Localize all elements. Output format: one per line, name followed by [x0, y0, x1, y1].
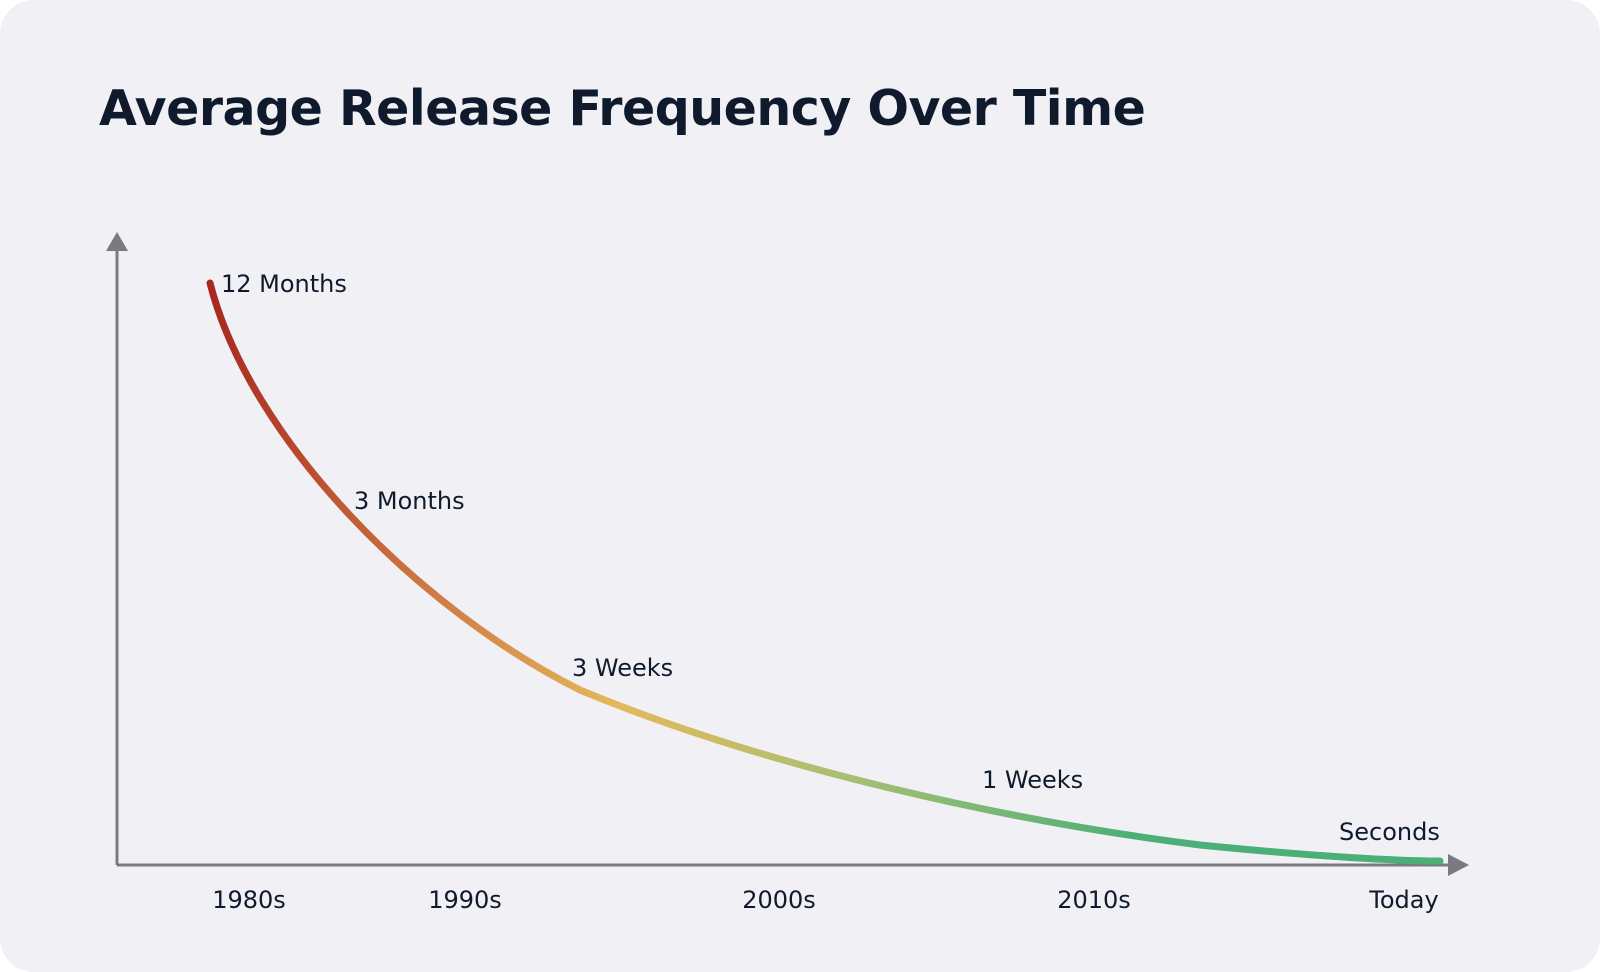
point-label: 3 Months	[354, 487, 465, 515]
y-axis	[106, 232, 128, 865]
x-axis	[117, 854, 1469, 876]
x-tick-label: 2010s	[1057, 886, 1131, 914]
x-tick-label: 1990s	[428, 886, 502, 914]
point-label: 1 Weeks	[982, 766, 1083, 794]
point-label: 12 Months	[221, 270, 347, 298]
point-label: 3 Weeks	[572, 654, 673, 682]
point-label: Seconds	[1339, 818, 1440, 846]
x-axis-arrowhead	[1448, 854, 1469, 876]
x-tick-labels: 1980s 1990s 2000s 2010s Today	[212, 886, 1439, 914]
chart-title: Average Release Frequency Over Time	[99, 80, 1146, 137]
x-tick-label: 2000s	[742, 886, 816, 914]
release-frequency-curve	[206, 279, 1444, 865]
x-tick-label: 1980s	[212, 886, 286, 914]
y-axis-arrowhead	[106, 232, 128, 251]
point-labels: 12 Months 3 Months 3 Weeks 1 Weeks Secon…	[221, 270, 1440, 846]
x-tick-label: Today	[1368, 886, 1438, 914]
